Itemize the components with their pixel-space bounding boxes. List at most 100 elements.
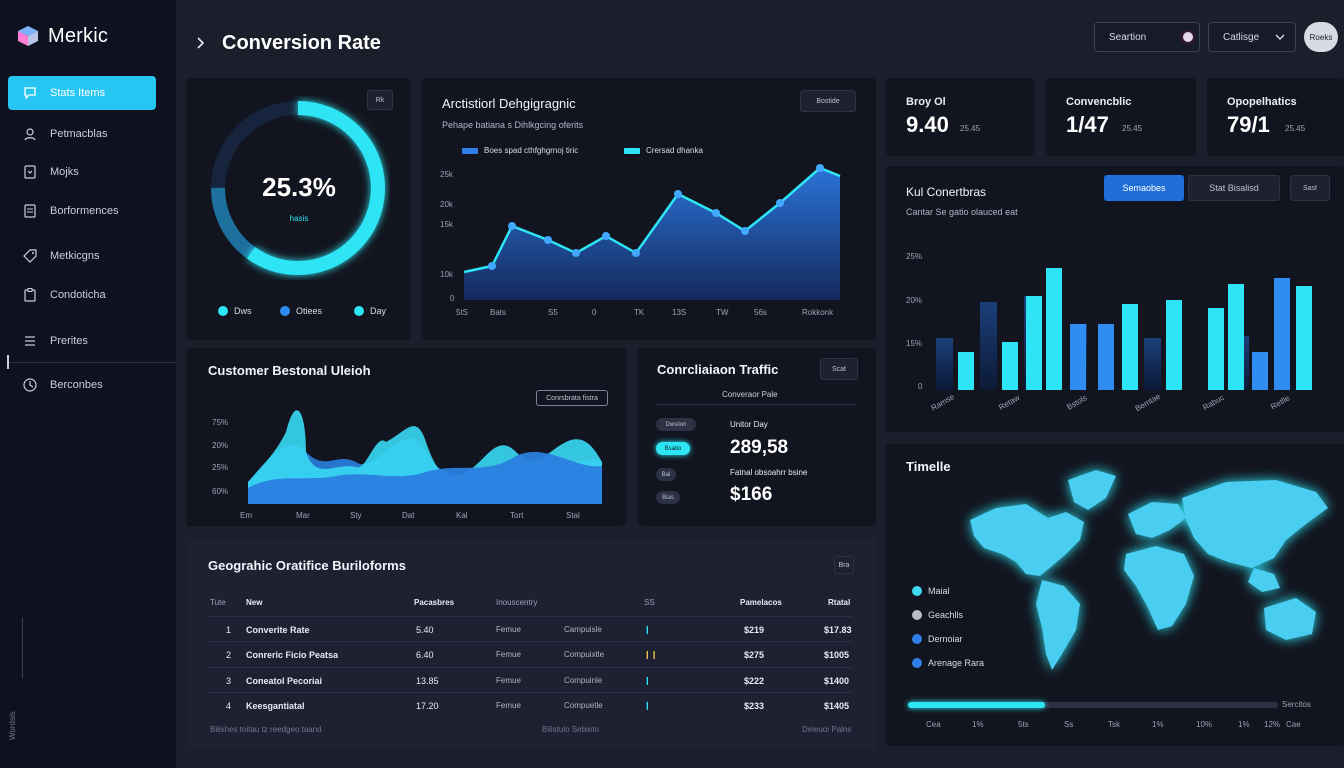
map-legend-item: Maial (912, 586, 950, 596)
row-category: Femue (496, 676, 521, 685)
progress-label: Sercitos (1282, 700, 1311, 709)
x-tick: Mar (296, 511, 310, 520)
continent-asia (1182, 480, 1328, 568)
row-type: Campuisle (564, 625, 602, 634)
pill[interactable]: Bal (656, 468, 676, 481)
bar (1098, 324, 1114, 390)
map-panel: Timelle Maial Geachlls Dernoiar Arenage … (886, 444, 1344, 746)
kpi-card: Convencblic 1/47 25.45 (1046, 78, 1196, 156)
user-icon (24, 128, 36, 141)
table-row[interactable]: 3 Coneatol Pecoriai 13.85 Femue Compuinl… (208, 667, 852, 692)
search-button[interactable]: Seartion (1094, 22, 1200, 52)
traffic-label: Fatnal obsoahrr bsine (730, 468, 808, 477)
x-tick: 5ts (1018, 720, 1029, 729)
sidebar-item-prerites[interactable]: Prerites (8, 324, 156, 358)
tab-semaobes[interactable]: Semaobes (1104, 175, 1184, 201)
progress-track (908, 702, 1278, 708)
continent-south-america (1036, 580, 1080, 670)
x-tick: 0 (592, 308, 597, 317)
legend-label: Otiees (296, 306, 323, 316)
panel-option-button[interactable]: Bostide (800, 90, 856, 112)
sidebar-item-condoticha[interactable]: Condoticha (8, 278, 156, 312)
row-type: Compuinle (564, 676, 603, 685)
logo[interactable]: Merkic (16, 24, 108, 48)
sidebar-item-mojks[interactable]: Mojks (8, 155, 156, 189)
category-dropdown[interactable]: Catlisge (1208, 22, 1296, 52)
sidebar-item-petmacblas[interactable]: Petmacblas (8, 117, 156, 151)
donut-menu-button[interactable]: Rk (367, 90, 393, 110)
chart-legend-item: Crersad dhanka (624, 146, 703, 155)
sidebar-item-stats[interactable]: Stats Items (8, 76, 156, 110)
tab-stat-bisalisd[interactable]: Stat Bisalisd (1188, 175, 1280, 201)
legend-swatch (624, 147, 640, 154)
panel-title: Kul Conertbras (906, 185, 987, 199)
map-legend-item: Arenage Rara (912, 658, 984, 668)
row-value: 6.40 (416, 650, 434, 660)
chevron-right-icon[interactable] (196, 36, 206, 50)
sast-button[interactable]: Sast (1290, 175, 1330, 201)
sidebar-item-berconbes[interactable]: Berconbes (8, 368, 156, 402)
x-tick: Dat (402, 511, 415, 520)
x-tick: 5tS (456, 308, 469, 317)
continent-southeast-asia (1248, 568, 1280, 592)
filter-button[interactable]: Conrsbrata fistra (536, 390, 608, 406)
column-header: Pacasbres (414, 598, 455, 607)
table-row[interactable]: 1 Converite Rate 5.40 Femue Campuisle ❙ … (208, 616, 852, 641)
page-title: Conversion Rate (222, 32, 381, 54)
x-tick: 1% (1238, 720, 1250, 729)
y-tick: 20% (906, 296, 923, 305)
column-header: Pamelacos (740, 598, 782, 607)
table-row[interactable]: 2 Conreric Ficio Peatsa 6.40 Femue Compu… (208, 641, 852, 666)
bar (958, 352, 974, 390)
progress-fill (908, 702, 1045, 708)
data-point (674, 190, 682, 198)
scat-button[interactable]: Scat (820, 358, 858, 380)
row-category: Femue (496, 650, 521, 659)
demographic-chart-panel: Arctistiorl Dehgigragnic Pehape batiana … (422, 78, 876, 340)
logo-text: Merkic (48, 24, 109, 47)
kpi-label: Opopelhatics (1227, 96, 1297, 108)
list-icon (25, 336, 35, 346)
y-tick: 15% (906, 339, 923, 348)
row-total: $1005 (824, 650, 850, 660)
divider (656, 404, 856, 405)
avatar[interactable]: Roeks (1304, 22, 1338, 52)
pill[interactable]: Bias (656, 491, 680, 504)
table-panel: Geograhic Oratifice Buriloforms Bra (186, 538, 876, 750)
sidebar-marker (7, 355, 9, 369)
sidebar-item-metkicgns[interactable]: Metkicgns (8, 239, 156, 273)
row-number: 4 (226, 701, 232, 711)
sidebar-vertical-text: Wordsis (8, 711, 17, 740)
row-amount: $219 (744, 625, 765, 635)
table-row[interactable]: 4 Keesgantiatal 17.20 Femue Compuetle ❙ … (208, 692, 852, 717)
bar (1026, 296, 1042, 390)
y-tick: 10k (440, 270, 453, 279)
row-name: Coneatol Pecoriai (246, 676, 323, 686)
x-tick: 13S (672, 308, 687, 317)
sidebar-item-label: Condoticha (50, 289, 106, 301)
kpi-value: 79/1 (1227, 112, 1270, 137)
column-header: New (246, 598, 263, 607)
data-point (544, 236, 552, 244)
data-point (712, 209, 720, 217)
row-number: 3 (226, 676, 232, 686)
y-tick: 25% (906, 252, 923, 261)
y-tick: 20k (440, 200, 453, 209)
sidebar-item-label: Mojks (50, 166, 79, 178)
y-tick: 20% (212, 441, 229, 450)
search-label: Seartion (1109, 31, 1147, 43)
sidebar-item-borformences[interactable]: Borformences (8, 194, 156, 228)
row-name: Keesgantiatal (246, 701, 305, 711)
pill-active[interactable]: Bsatio (656, 442, 690, 455)
traffic-value: 289,58 (730, 437, 789, 458)
bar-shadow (1144, 338, 1161, 390)
pill[interactable]: Dwsiion (656, 418, 696, 431)
kpi-delta: 25.45 (1285, 124, 1306, 133)
data-point (776, 199, 784, 207)
kpi-delta: 25.45 (960, 124, 981, 133)
y-tick: 25k (440, 170, 453, 179)
data-point (741, 227, 749, 235)
bar (1274, 278, 1290, 390)
legend-label: Geachlls (928, 610, 964, 620)
table-menu-button[interactable]: Bra (834, 556, 854, 574)
